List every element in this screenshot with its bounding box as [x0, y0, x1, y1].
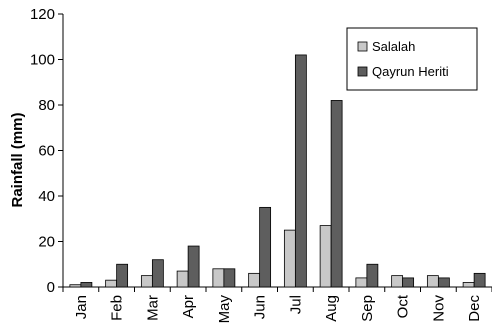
- x-tick-label: Jan: [73, 295, 90, 319]
- x-tick-label: Dec: [466, 295, 483, 322]
- y-tick-label: 100: [30, 52, 55, 69]
- bar-qayrun-heriti-sep: [366, 263, 379, 288]
- bar-salalah-oct: [391, 275, 404, 288]
- x-tick-label: Aug: [323, 295, 340, 322]
- y-axis-label: Rainfall (mm): [9, 112, 26, 207]
- legend: Salalah Qayrun Heriti: [346, 27, 478, 91]
- bar-salalah-dec: [462, 282, 475, 288]
- x-tick-label: Jul: [287, 295, 304, 314]
- bar-salalah-may: [212, 268, 225, 288]
- axes: [58, 13, 492, 292]
- legend-box: [346, 27, 478, 91]
- bar-salalah-jun: [248, 272, 261, 288]
- y-tick-label: 40: [38, 188, 55, 205]
- bar-salalah-sep: [355, 277, 368, 288]
- y-tick-label: 60: [38, 143, 55, 160]
- x-tick-label: Oct: [395, 294, 412, 318]
- y-tick-label: 80: [38, 97, 55, 114]
- bar-salalah-jan: [69, 284, 82, 288]
- y-tick-label: 0: [47, 279, 55, 296]
- bar-salalah-feb: [105, 279, 118, 288]
- bar-salalah-aug: [319, 225, 332, 288]
- bar-qayrun-heriti-dec: [473, 272, 486, 288]
- bar-qayrun-heriti-jul: [294, 54, 307, 288]
- bar-qayrun-heriti-mar: [151, 259, 164, 288]
- x-tick-label: Sep: [359, 295, 376, 322]
- bar-qayrun-heriti-aug: [330, 100, 343, 288]
- legend-label-qayrun-heriti: Qayrun Heriti: [372, 64, 449, 79]
- bar-qayrun-heriti-feb: [116, 263, 129, 288]
- bar-qayrun-heriti-apr: [187, 245, 200, 288]
- bar-qayrun-heriti-nov: [437, 277, 450, 288]
- x-tick-label: Apr: [180, 295, 197, 318]
- x-tick-label: Nov: [430, 295, 447, 322]
- y-tick-label: 20: [38, 234, 55, 251]
- bars: [69, 54, 486, 288]
- bar-qayrun-heriti-may: [223, 268, 236, 288]
- x-tick-label: Feb: [109, 295, 126, 321]
- x-tick-label: May: [216, 295, 233, 324]
- tick-labels: 0 20 40 60 80 100 120 Jan Feb Mar Apr May Jun Jul Aug S…: [30, 6, 483, 323]
- x-tick-label: Mar: [144, 295, 161, 321]
- bar-salalah-mar: [140, 275, 153, 288]
- y-tick-label: 120: [30, 6, 55, 23]
- x-tick-label: Jun: [252, 295, 269, 319]
- bar-qayrun-heriti-oct: [402, 277, 415, 288]
- bar-salalah-apr: [176, 270, 189, 288]
- legend-label-salalah: Salalah: [372, 39, 415, 54]
- bar-qayrun-heriti-jun: [259, 206, 272, 288]
- legend-swatch-qayrun-heriti: [357, 66, 368, 77]
- bar-salalah-jul: [283, 229, 296, 288]
- legend-swatch-salalah: [357, 41, 368, 52]
- bar-salalah-nov: [426, 275, 439, 288]
- bar-qayrun-heriti-jan: [80, 282, 93, 288]
